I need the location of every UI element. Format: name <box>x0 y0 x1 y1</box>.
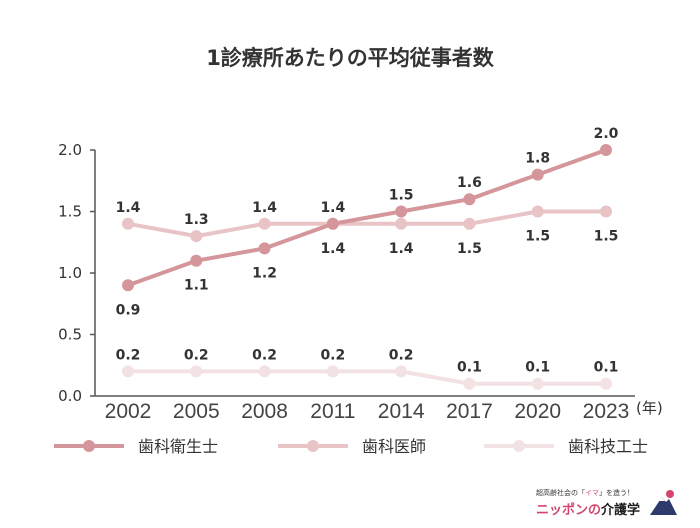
data-point <box>395 217 408 230</box>
data-label: 1.4 <box>320 241 345 257</box>
data-point <box>190 230 203 243</box>
data-point <box>531 205 544 218</box>
data-label: 0.1 <box>457 360 482 376</box>
data-point <box>326 365 339 378</box>
data-point <box>463 217 476 230</box>
data-point <box>258 242 271 255</box>
brand-name: ニッポンの介護学 <box>536 503 641 518</box>
data-point <box>395 205 408 218</box>
data-label: 0.2 <box>116 347 141 363</box>
data-label: 1.8 <box>525 151 550 167</box>
data-point <box>190 365 203 378</box>
data-label: 1.4 <box>389 241 414 257</box>
data-label: 1.1 <box>184 278 209 294</box>
data-point <box>463 193 476 206</box>
x-tick-label: 2005 <box>173 400 220 423</box>
legend-label: 歯科技工士 <box>568 437 648 456</box>
brand-tagline: 超高齢社会の「イマ」を造う！ <box>536 489 634 497</box>
data-label: 0.2 <box>252 347 277 363</box>
legend-swatch-marker <box>513 440 525 452</box>
data-label: 1.4 <box>116 200 141 216</box>
data-point <box>122 279 134 292</box>
series-line-2 <box>128 369 606 386</box>
data-label: 1.2 <box>252 265 277 281</box>
x-tick-label: 2002 <box>105 400 152 423</box>
data-label: 0.1 <box>525 360 550 376</box>
data-point <box>122 217 134 230</box>
data-label: 1.5 <box>525 229 550 245</box>
x-tick-label: 2020 <box>514 400 561 423</box>
data-point <box>600 377 612 390</box>
x-tick-label: 2008 <box>241 400 288 423</box>
y-tick-label: 1.0 <box>58 264 82 282</box>
y-tick-label: 1.5 <box>58 203 82 221</box>
y-tick-label: 0.5 <box>58 326 82 344</box>
data-label: 0.1 <box>594 360 619 376</box>
data-point <box>600 144 612 156</box>
data-point <box>600 205 612 218</box>
data-label: 1.5 <box>389 188 414 204</box>
data-point <box>122 365 134 378</box>
data-label: 1.4 <box>320 200 345 216</box>
mountain-sun-icon <box>650 490 677 515</box>
legend-swatch-marker <box>307 440 319 452</box>
x-tick-label: 2023 <box>583 400 630 423</box>
x-tick-label: 2017 <box>446 400 493 423</box>
series-line-0 <box>127 148 607 288</box>
data-point <box>258 365 271 378</box>
data-label: 1.6 <box>457 175 482 191</box>
data-label: 0.9 <box>116 302 141 318</box>
data-point <box>463 377 476 390</box>
data-label: 1.5 <box>594 229 619 245</box>
x-axis-unit: (年) <box>636 399 663 417</box>
data-label: 1.3 <box>184 212 209 228</box>
legend-label: 歯科衛生士 <box>138 437 218 456</box>
data-point <box>531 168 544 181</box>
data-point <box>190 254 203 267</box>
legend-swatch-marker <box>83 440 95 452</box>
data-label: 0.2 <box>389 347 414 363</box>
data-point <box>395 365 408 378</box>
data-label: 1.5 <box>457 241 482 257</box>
x-tick-label: 2011 <box>310 400 355 423</box>
series-line-1 <box>127 209 606 239</box>
x-tick-label: 2014 <box>378 400 425 423</box>
data-label: 1.4 <box>252 200 277 216</box>
brand-logo-block: 超高齢社会の「イマ」を造う！ ニッポンの介護学 <box>536 488 696 524</box>
data-label: 2.0 <box>594 126 619 142</box>
chart-title: 1診療所あたりの平均従事者数 <box>206 46 494 70</box>
y-tick-label: 0.0 <box>58 387 82 405</box>
data-point <box>258 217 271 230</box>
legend-label: 歯科医師 <box>362 437 426 456</box>
data-point <box>326 217 339 230</box>
data-label: 0.2 <box>184 347 209 363</box>
data-point <box>531 377 544 390</box>
data-label: 0.2 <box>320 347 345 363</box>
y-tick-label: 2.0 <box>58 141 82 159</box>
